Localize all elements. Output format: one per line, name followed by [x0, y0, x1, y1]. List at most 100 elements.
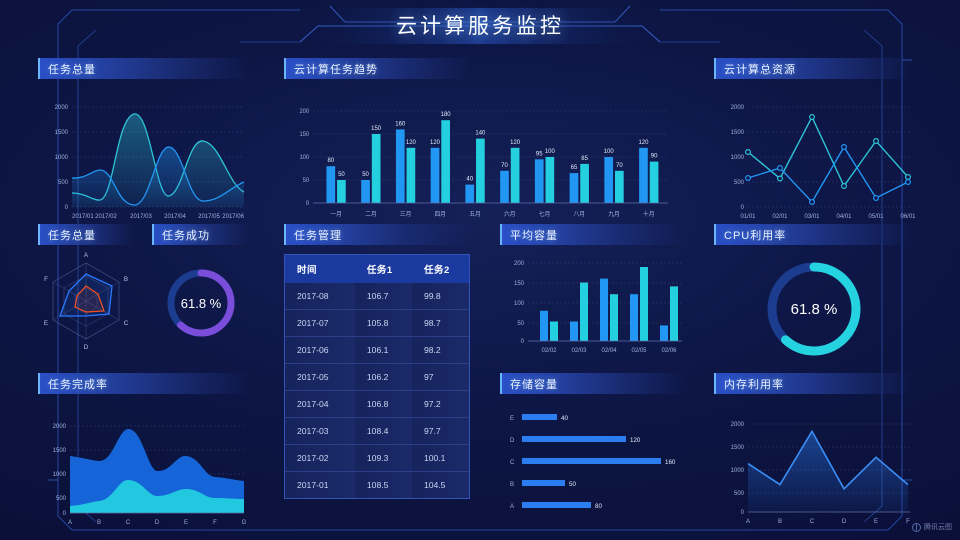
cell-task1: 105.8 — [354, 309, 412, 337]
panel-header: 任务总量 — [38, 58, 250, 79]
svg-text:02/06: 02/06 — [661, 348, 677, 354]
svg-text:2017/05: 2017/05 — [198, 214, 220, 220]
gauge-value-label: 61.8 % — [791, 301, 838, 318]
chart-task-total-area[interactable]: 2000 1500 1000 500 0 2017/01 2017/02 201… — [38, 79, 250, 221]
svg-text:1500: 1500 — [731, 130, 745, 136]
radar-grid — [52, 262, 120, 340]
area-lower-cyan — [70, 480, 244, 513]
chart-task-complete-area[interactable]: 2000 1500 1000 500 0 A B C D E F G — [38, 394, 250, 529]
svg-text:200: 200 — [514, 261, 525, 267]
x-tick-labels: 一月 二月 三月 四月 五月 六月 七月 八月 九月 十月 — [330, 210, 654, 218]
svg-text:A: A — [68, 520, 72, 526]
svg-text:05/01: 05/01 — [868, 214, 884, 220]
svg-text:F: F — [44, 276, 48, 283]
chart-task-success-gauge[interactable]: 61.8 % — [152, 245, 250, 357]
svg-text:2000: 2000 — [55, 105, 69, 111]
svg-text:02/01: 02/01 — [772, 214, 788, 220]
svg-text:120: 120 — [430, 139, 441, 146]
panel-body: 2000 1500 1000 500 0 2017/01 2017/02 201… — [38, 79, 250, 221]
watermark-label: 腾讯云图 — [924, 524, 952, 531]
cell-task1: 108.4 — [354, 417, 412, 445]
svg-text:A: A — [510, 504, 514, 510]
svg-text:80: 80 — [595, 503, 602, 510]
table-row[interactable]: 2017-04 106.8 97.2 — [285, 390, 469, 418]
table-row[interactable]: 2017-05 106.2 97 — [285, 363, 469, 391]
svg-text:120: 120 — [638, 139, 649, 146]
svg-text:100: 100 — [604, 148, 615, 155]
svg-text:0: 0 — [741, 510, 745, 516]
task-table[interactable]: 时间 任务1 任务2 2017-08 106.7 99.8 2017-07 10… — [285, 255, 469, 498]
svg-text:B: B — [124, 276, 128, 283]
svg-text:C: C — [810, 519, 815, 525]
cell-task2: 98.2 — [411, 336, 469, 364]
panel-header: 任务完成率 — [38, 373, 250, 394]
chart-avg-capacity-bar[interactable]: 200 150 100 50 0 — [500, 245, 686, 357]
y-tick-labels: 200 150 100 50 0 — [514, 261, 525, 345]
svg-text:06/01: 06/01 — [900, 214, 916, 220]
svg-text:E: E — [44, 320, 48, 327]
x-tick-labels: 01/01 02/01 03/01 04/01 05/01 06/01 — [740, 214, 916, 220]
svg-text:E: E — [184, 520, 188, 526]
panel-header: 任务管理 — [284, 224, 470, 245]
chart-task-trend-bar[interactable]: 200 150 100 50 0 — [284, 79, 670, 221]
svg-text:150: 150 — [299, 132, 309, 138]
svg-text:D: D — [842, 519, 847, 525]
svg-text:120: 120 — [406, 139, 417, 146]
svg-text:1000: 1000 — [55, 155, 69, 161]
panel-body: 2000 1500 1000 500 0 A B C D E F G — [38, 394, 250, 529]
svg-text:50: 50 — [362, 171, 369, 178]
svg-text:02/03: 02/03 — [571, 348, 587, 354]
svg-text:02/02: 02/02 — [541, 348, 557, 354]
y-tick-labels: 2000 1500 1000 500 0 — [731, 105, 745, 211]
cell-time: 2017-03 — [285, 417, 355, 445]
table-row[interactable]: 2017-07 105.8 98.7 — [285, 309, 469, 337]
table-row[interactable]: 2017-02 109.3 100.1 — [285, 444, 469, 472]
svg-text:2017/06: 2017/06 — [222, 214, 244, 220]
panel-title: 云计算总资源 — [724, 63, 796, 76]
panel-body: 时间 任务1 任务2 2017-08 106.7 99.8 2017-07 10… — [284, 254, 470, 499]
svg-text:C: C — [510, 460, 515, 466]
svg-text:140: 140 — [475, 130, 486, 137]
panel-title: 云计算任务趋势 — [294, 63, 378, 76]
table-row[interactable]: 2017-03 108.4 97.7 — [285, 417, 469, 445]
panel-task-trend: 云计算任务趋势 200 150 100 50 0 — [284, 58, 669, 221]
svg-text:40: 40 — [561, 415, 568, 422]
gauge-value-arc — [767, 262, 861, 356]
cell-task1: 108.5 — [354, 471, 412, 498]
svg-text:02/05: 02/05 — [631, 348, 647, 354]
svg-text:70: 70 — [616, 162, 623, 169]
table-row[interactable]: 2017-06 106.1 98.2 — [285, 336, 469, 364]
chart-mem-usage-area[interactable]: 2000 1500 1000 500 0 A B C D E F — [714, 394, 914, 529]
table-row[interactable]: 2017-01 108.5 104.5 — [285, 471, 469, 498]
svg-text:2000: 2000 — [53, 424, 67, 430]
panel-title: 任务总量 — [48, 63, 96, 76]
svg-text:一月: 一月 — [330, 211, 342, 218]
svg-text:95: 95 — [536, 150, 543, 157]
svg-text:85: 85 — [581, 155, 588, 162]
chart-cpu-usage-gauge[interactable]: 61.8 % — [714, 245, 914, 375]
svg-text:2017/03: 2017/03 — [130, 214, 152, 220]
cell-task2: 100.1 — [411, 444, 469, 472]
panel-avg-capacity: 平均容量 200 150 100 50 0 — [500, 224, 686, 357]
svg-text:A: A — [746, 519, 750, 525]
svg-text:十月: 十月 — [643, 210, 655, 218]
table-row[interactable]: 2017-08 106.7 99.8 — [285, 283, 469, 310]
chart-total-resource-line[interactable]: 2000 1500 1000 500 0 — [714, 79, 917, 221]
svg-text:D: D — [84, 344, 89, 351]
chart-storage-capacity-bar[interactable]: E D C B A 40 120 160 50 — [500, 394, 686, 524]
cell-time: 2017-06 — [285, 336, 355, 364]
cell-time: 2017-08 — [285, 283, 355, 310]
svg-text:F: F — [906, 519, 910, 525]
line-series-cyan — [747, 115, 909, 188]
bars — [540, 267, 678, 341]
panel-cpu-usage: CPU利用率 61.8 % — [714, 224, 914, 375]
svg-text:八月: 八月 — [574, 211, 586, 218]
table-col-task2: 任务2 — [411, 255, 469, 283]
svg-text:D: D — [510, 438, 515, 444]
x-tick-labels: A B C D E F G — [68, 520, 247, 526]
cell-time: 2017-05 — [285, 363, 355, 391]
panel-header: CPU利用率 — [714, 224, 914, 245]
cell-time: 2017-04 — [285, 390, 355, 418]
chart-task-radar[interactable]: A B C D E F — [38, 245, 134, 357]
panel-task-total-area: 任务总量 — [38, 58, 250, 221]
